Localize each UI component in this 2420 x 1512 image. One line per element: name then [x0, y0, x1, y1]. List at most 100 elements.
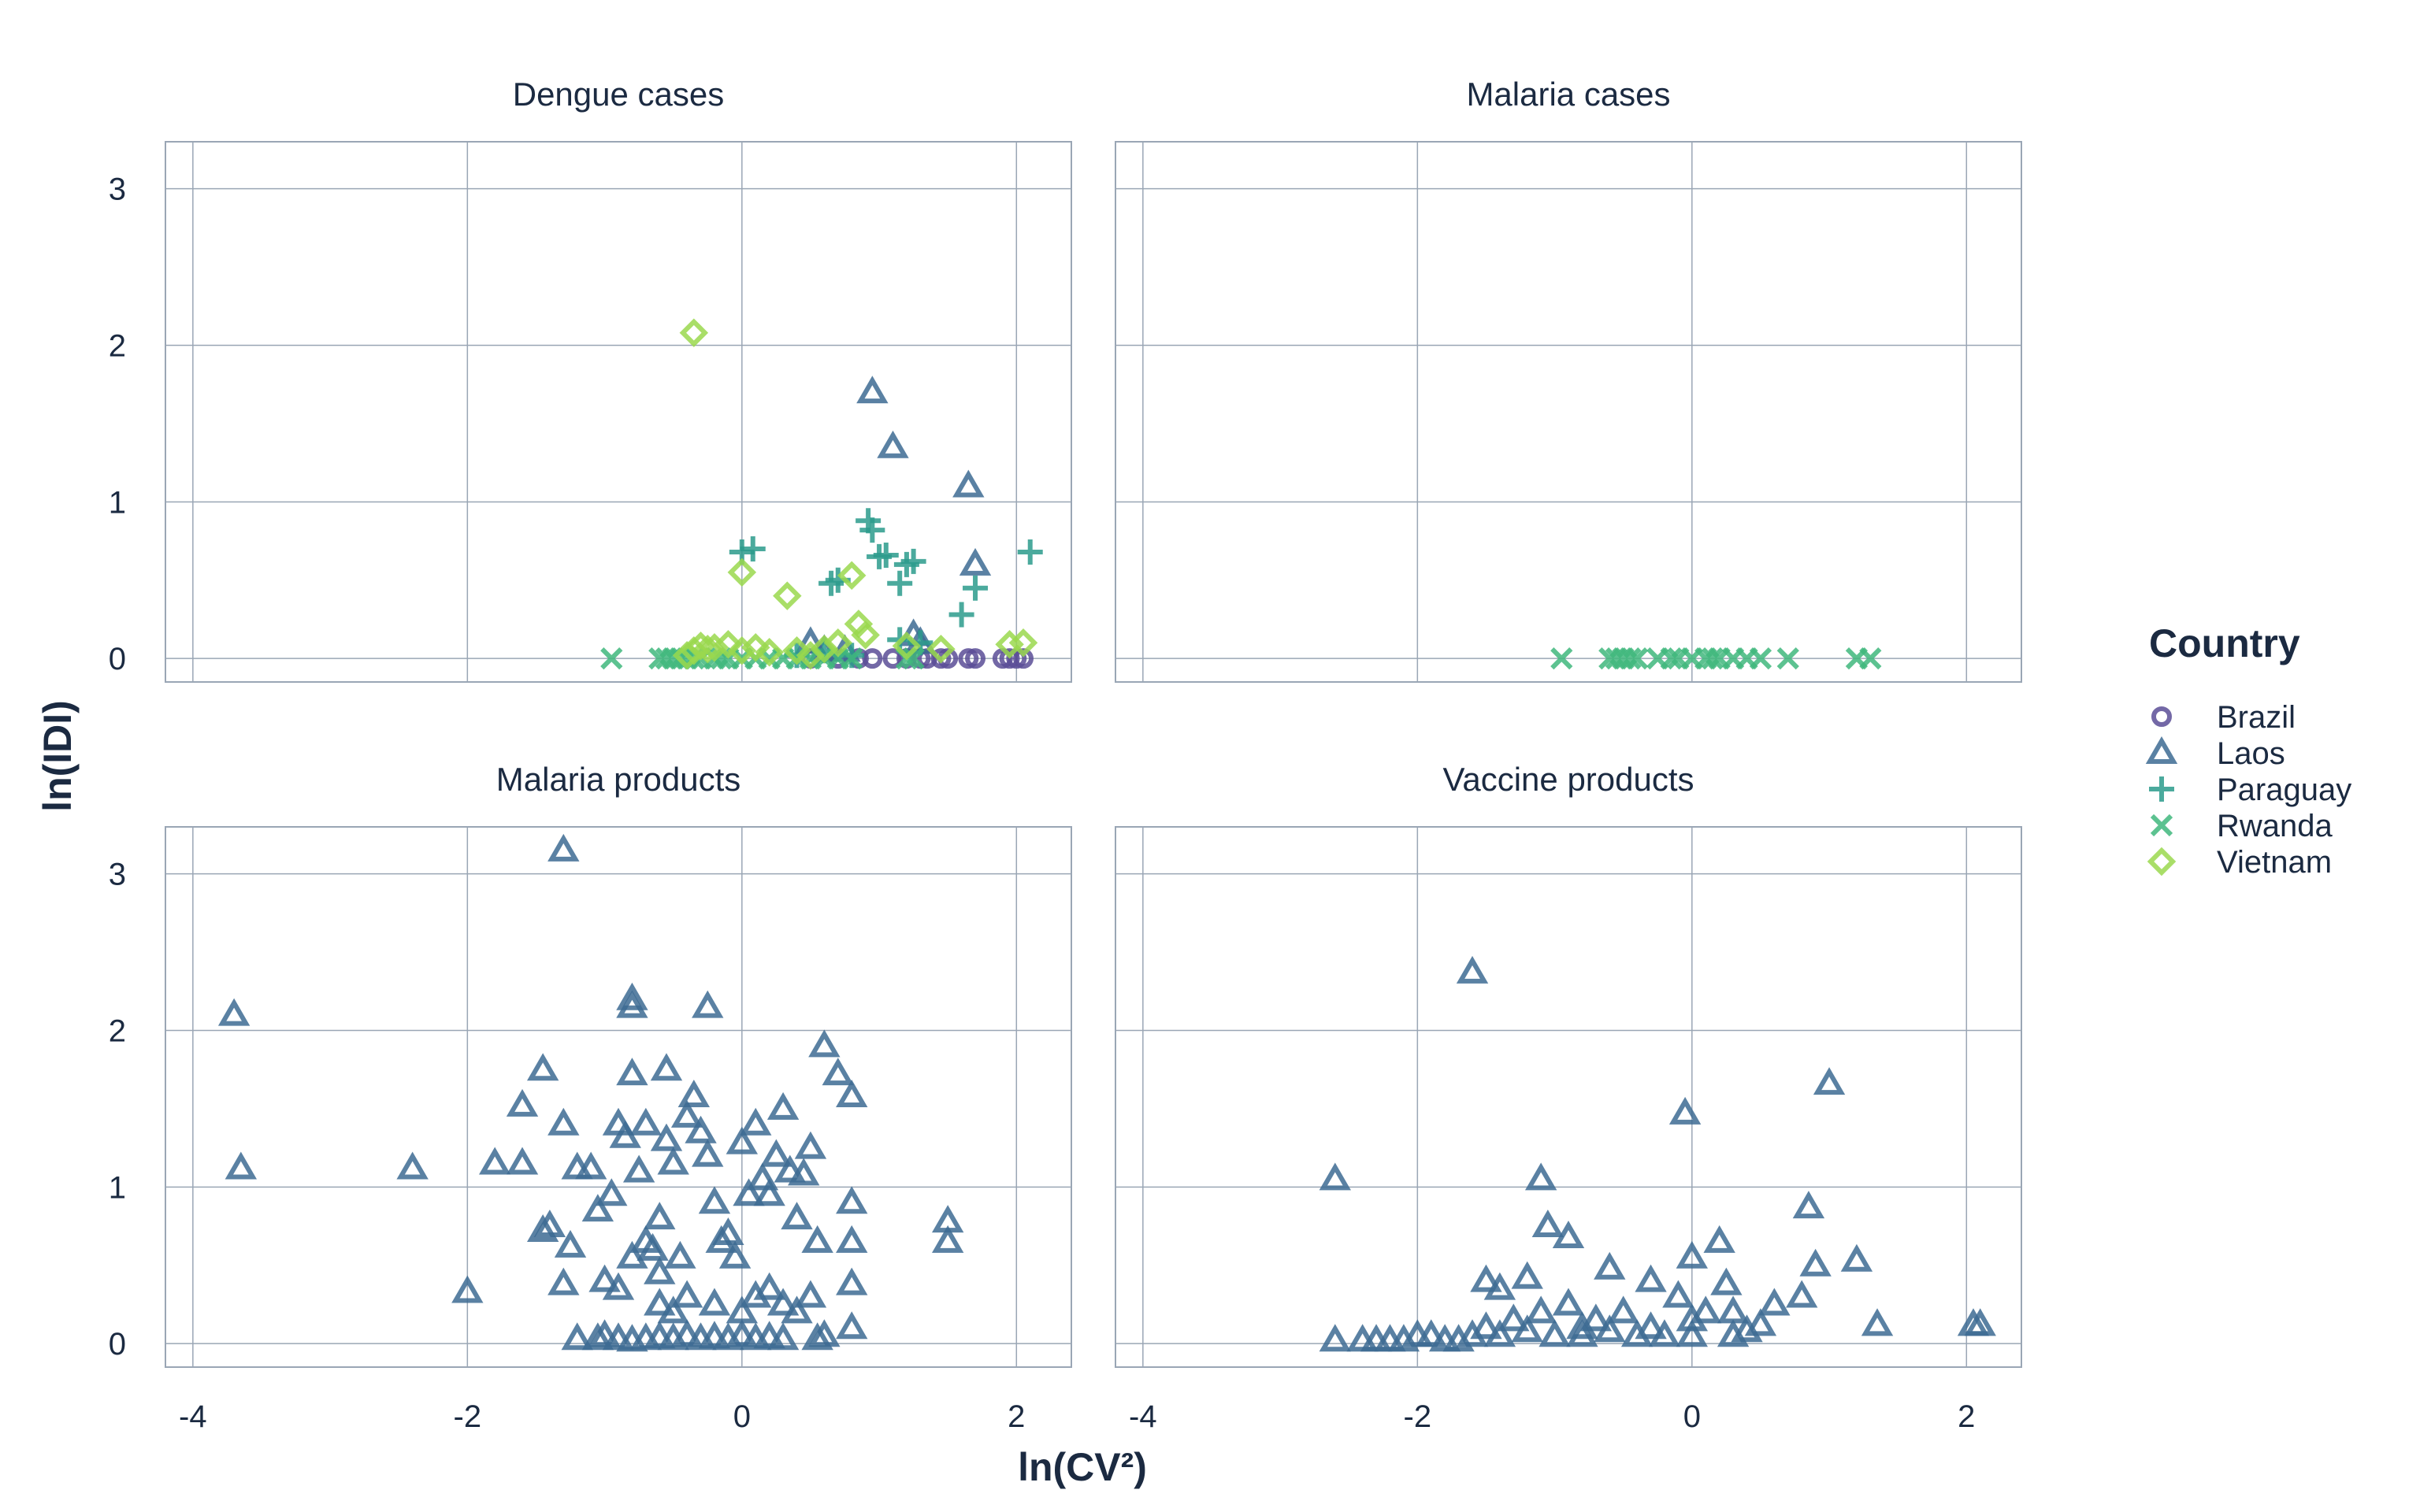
data-point — [700, 633, 729, 662]
y-tick-label: 1 — [109, 1170, 126, 1205]
y-tick-label: 3 — [109, 858, 126, 892]
data-point — [1744, 1308, 1777, 1336]
data-point — [766, 1091, 800, 1120]
panel-frame — [1115, 826, 2022, 1368]
data-point — [547, 833, 580, 862]
panel-frame — [1115, 141, 2022, 683]
data-point — [844, 610, 874, 639]
data-point — [616, 990, 648, 1018]
data-point — [644, 1256, 676, 1284]
data-point — [1470, 1311, 1502, 1340]
panel-malaria-cases: Malaria cases — [1115, 76, 2022, 683]
data-point — [958, 648, 979, 669]
data-point — [1538, 1319, 1571, 1347]
x-axis-title: ln(CV²) — [1018, 1445, 1147, 1489]
legend-label: Brazil — [2217, 700, 2296, 735]
data-point — [836, 1267, 868, 1295]
y-tick-label: 2 — [109, 328, 126, 363]
data-point — [900, 548, 926, 574]
data-point — [1579, 1303, 1613, 1332]
data-point — [554, 1229, 587, 1258]
data-point — [740, 536, 766, 561]
data-point — [766, 1288, 800, 1316]
legend-label: Vietnam — [2217, 845, 2332, 880]
series-laos — [1319, 955, 1996, 1352]
data-point — [1428, 1324, 1461, 1352]
data-point — [877, 430, 909, 458]
y-axis-title: ln(IDI) — [35, 700, 80, 812]
data-point — [753, 1178, 785, 1206]
data-point — [841, 647, 863, 670]
data-point — [714, 630, 743, 659]
data-point — [796, 640, 826, 670]
data-point — [788, 1158, 820, 1186]
x-tick-label: 2 — [1958, 1399, 1975, 1434]
data-point — [1470, 1264, 1502, 1292]
data-point — [547, 1107, 580, 1136]
data-point — [755, 637, 784, 667]
data-point — [1964, 1308, 1996, 1336]
data-point — [1660, 647, 1683, 670]
data-point — [1635, 1311, 1667, 1340]
data-point — [679, 318, 709, 347]
data-point — [892, 632, 922, 661]
data-point — [1625, 647, 1649, 670]
series-vietnam — [672, 318, 1038, 670]
data-point — [1531, 1210, 1564, 1238]
data-point — [1776, 647, 1799, 670]
data-point — [1319, 1324, 1351, 1352]
data-point — [1511, 1314, 1543, 1343]
data-point — [1749, 647, 1772, 670]
data-point — [1594, 1251, 1626, 1280]
data-point — [1498, 1303, 1530, 1332]
data-point — [644, 1321, 676, 1349]
data-point — [753, 1272, 785, 1300]
data-point — [740, 1107, 772, 1136]
data-point — [727, 636, 757, 665]
data-point — [822, 1058, 854, 1086]
data-point — [873, 542, 899, 568]
data-point — [478, 1147, 511, 1175]
data-point — [1401, 1319, 1434, 1347]
data-point — [698, 1288, 731, 1316]
data-point — [692, 990, 724, 1018]
data-point — [677, 1080, 711, 1108]
data-point — [526, 1214, 559, 1243]
data-point — [685, 1115, 717, 1143]
series-laos — [217, 833, 964, 1352]
data-point — [952, 469, 985, 498]
data-point — [616, 1240, 648, 1269]
data-point — [1799, 1248, 1832, 1277]
data-point — [1859, 647, 1882, 670]
data-point — [1319, 1162, 1351, 1191]
panel-vaccine-products: Vaccine products -4 -2 0 2 — [1115, 761, 2022, 1434]
data-point — [629, 1107, 663, 1136]
data-point — [801, 1322, 833, 1351]
x-tick-label: -4 — [1129, 1399, 1157, 1434]
data-point — [650, 1053, 683, 1081]
data-point — [963, 575, 989, 601]
data-point — [1374, 1324, 1406, 1352]
data-point — [225, 1151, 258, 1180]
data-point — [782, 636, 811, 665]
data-point — [1840, 1243, 1873, 1272]
data-point — [574, 1151, 607, 1180]
x-tick-label: 0 — [1683, 1399, 1701, 1434]
data-point — [1456, 1319, 1489, 1347]
data-point — [926, 635, 956, 664]
data-point — [1786, 1280, 1818, 1308]
data-point — [781, 1202, 813, 1230]
data-point — [851, 621, 880, 650]
data-point — [1635, 1264, 1667, 1292]
y-tick-label: 2 — [109, 1014, 126, 1048]
panel-title: Malaria products — [496, 761, 740, 798]
data-point — [726, 1126, 759, 1154]
legend-item-rwanda: Rwanda — [2150, 809, 2333, 843]
y-tick-label: 0 — [109, 642, 126, 676]
data-point — [887, 570, 913, 596]
data-point — [1620, 1319, 1654, 1347]
data-point — [1668, 1096, 1702, 1125]
data-point — [451, 1275, 484, 1303]
data-point — [948, 602, 974, 628]
